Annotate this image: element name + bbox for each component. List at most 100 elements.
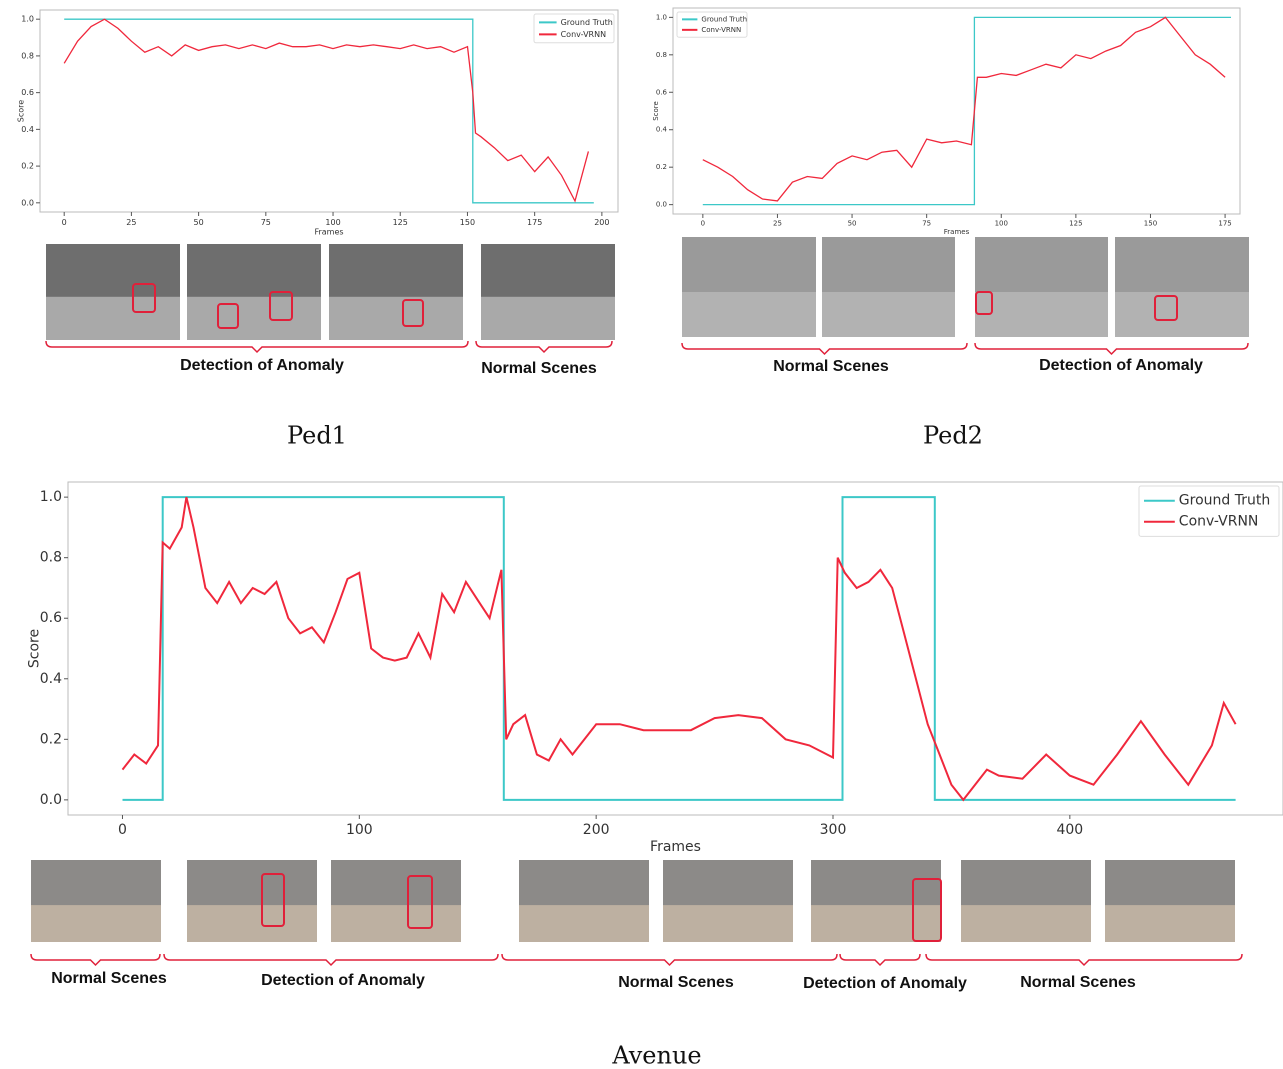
- annotation: Normal Scenes: [773, 358, 889, 375]
- x-tick-label: 50: [194, 218, 204, 227]
- x-tick-label: 25: [126, 218, 136, 227]
- x-tick-label: 125: [393, 218, 408, 227]
- bracket: [46, 341, 468, 352]
- video-frame-floor: [1105, 905, 1235, 942]
- legend-label: Ground Truth: [1179, 493, 1270, 509]
- y-tick-label: 0.4: [40, 671, 62, 687]
- y-tick-label: 0.0: [656, 201, 667, 209]
- y-axis-label: Score: [26, 629, 42, 668]
- video-frame-floor: [811, 905, 941, 942]
- y-tick-label: 0.8: [40, 550, 62, 566]
- y-tick-label: 0.0: [40, 792, 62, 808]
- x-tick-label: 150: [460, 218, 475, 227]
- y-tick-label: 0.2: [656, 163, 667, 171]
- axes-frame: [40, 10, 618, 212]
- bracket: [164, 954, 498, 965]
- video-frame-floor: [519, 905, 649, 942]
- x-tick-label: 0: [118, 822, 127, 838]
- y-tick-label: 1.0: [656, 13, 667, 21]
- x-tick-label: 25: [773, 220, 782, 228]
- series-line: [123, 497, 1236, 800]
- y-tick-label: 0.2: [21, 162, 34, 171]
- x-tick-label: 75: [261, 218, 271, 227]
- bracket: [502, 954, 837, 965]
- x-tick-label: 150: [1144, 220, 1157, 228]
- legend-label: Conv-VRNN: [701, 26, 741, 34]
- caption: Ped2: [923, 422, 983, 450]
- x-tick-label: 300: [820, 822, 847, 838]
- video-frame-floor: [682, 292, 816, 337]
- annotation: Normal Scenes: [481, 360, 597, 377]
- figure: 0 25 50 75 100 125 150 175 200 0.0 0.2 0.4 0.6 0.8 1.0…: [0, 0, 1283, 1069]
- y-tick-label: 0.4: [21, 125, 34, 134]
- y-tick-label: 0.6: [656, 88, 668, 96]
- page: 0 25 50 75 100 125 150 175 200 0.0 0.2 0.4 0.6 0.8 1.0…: [0, 0, 1283, 1069]
- video-frame-floor: [663, 905, 793, 942]
- axes-frame: [673, 8, 1240, 214]
- legend-label: Conv-VRNN: [561, 30, 607, 39]
- video-frame-floor: [481, 297, 615, 340]
- video-frame-floor: [822, 292, 955, 337]
- video-frame-floor: [1115, 292, 1249, 337]
- x-tick-label: 0: [62, 218, 67, 227]
- y-tick-label: 0.6: [40, 610, 62, 626]
- y-tick-label: 0.8: [656, 51, 667, 59]
- y-tick-label: 0.8: [21, 51, 34, 60]
- x-tick-label: 200: [583, 822, 610, 838]
- bracket: [840, 954, 920, 965]
- x-tick-label: 100: [995, 220, 1008, 228]
- annotation: Normal Scenes: [618, 974, 734, 991]
- x-axis-label: Frames: [650, 839, 701, 855]
- x-tick-label: 175: [527, 218, 542, 227]
- x-tick-label: 100: [346, 822, 373, 838]
- caption: Avenue: [611, 1042, 701, 1069]
- legend-label: Conv-VRNN: [1179, 514, 1259, 530]
- y-tick-label: 0.2: [40, 731, 62, 747]
- bracket: [476, 341, 612, 352]
- bracket: [682, 343, 967, 354]
- x-tick-label: 75: [922, 220, 931, 228]
- series-line: [123, 497, 1236, 800]
- y-tick-label: 1.0: [21, 15, 34, 24]
- annotation: Normal Scenes: [1020, 974, 1136, 991]
- annotation: Detection of Anomaly: [180, 357, 344, 374]
- y-tick-label: 0.0: [21, 198, 34, 207]
- video-frame-floor: [975, 292, 1108, 337]
- y-axis-label: Score: [652, 101, 660, 121]
- video-frame-floor: [961, 905, 1091, 942]
- video-frame-floor: [331, 905, 461, 942]
- series-line: [703, 17, 1231, 204]
- legend-label: Ground Truth: [701, 15, 747, 23]
- video-frame-floor: [31, 905, 161, 942]
- video-frame-floor: [329, 297, 463, 340]
- x-axis-label: Frames: [314, 228, 343, 237]
- bracket: [31, 954, 160, 965]
- bracket: [975, 343, 1248, 354]
- series-line: [64, 19, 588, 201]
- annotation: Normal Scenes: [51, 970, 167, 987]
- axes-frame: [68, 482, 1283, 815]
- x-tick-label: 50: [848, 220, 857, 228]
- x-axis-label: Frames: [944, 228, 970, 236]
- legend-label: Ground Truth: [561, 18, 613, 27]
- annotation: Detection of Anomaly: [1039, 357, 1203, 374]
- annotation: Detection of Anomaly: [261, 972, 425, 989]
- x-tick-label: 400: [1056, 822, 1083, 838]
- y-tick-label: 1.0: [40, 489, 62, 505]
- y-tick-label: 0.6: [21, 88, 34, 97]
- x-tick-label: 175: [1218, 220, 1231, 228]
- annotation: Detection of Anomaly: [803, 975, 967, 992]
- x-tick-label: 100: [325, 218, 340, 227]
- bracket: [926, 954, 1242, 965]
- video-frame-floor: [187, 297, 321, 340]
- series-line: [64, 19, 594, 203]
- caption: Ped1: [287, 422, 347, 450]
- series-line: [703, 17, 1225, 201]
- video-frame-floor: [46, 297, 180, 340]
- video-frame-floor: [187, 905, 317, 942]
- x-tick-label: 0: [701, 220, 705, 228]
- x-tick-label: 125: [1069, 220, 1082, 228]
- y-axis-label: Score: [16, 100, 25, 122]
- x-tick-label: 200: [594, 218, 609, 227]
- y-tick-label: 0.4: [656, 126, 668, 134]
